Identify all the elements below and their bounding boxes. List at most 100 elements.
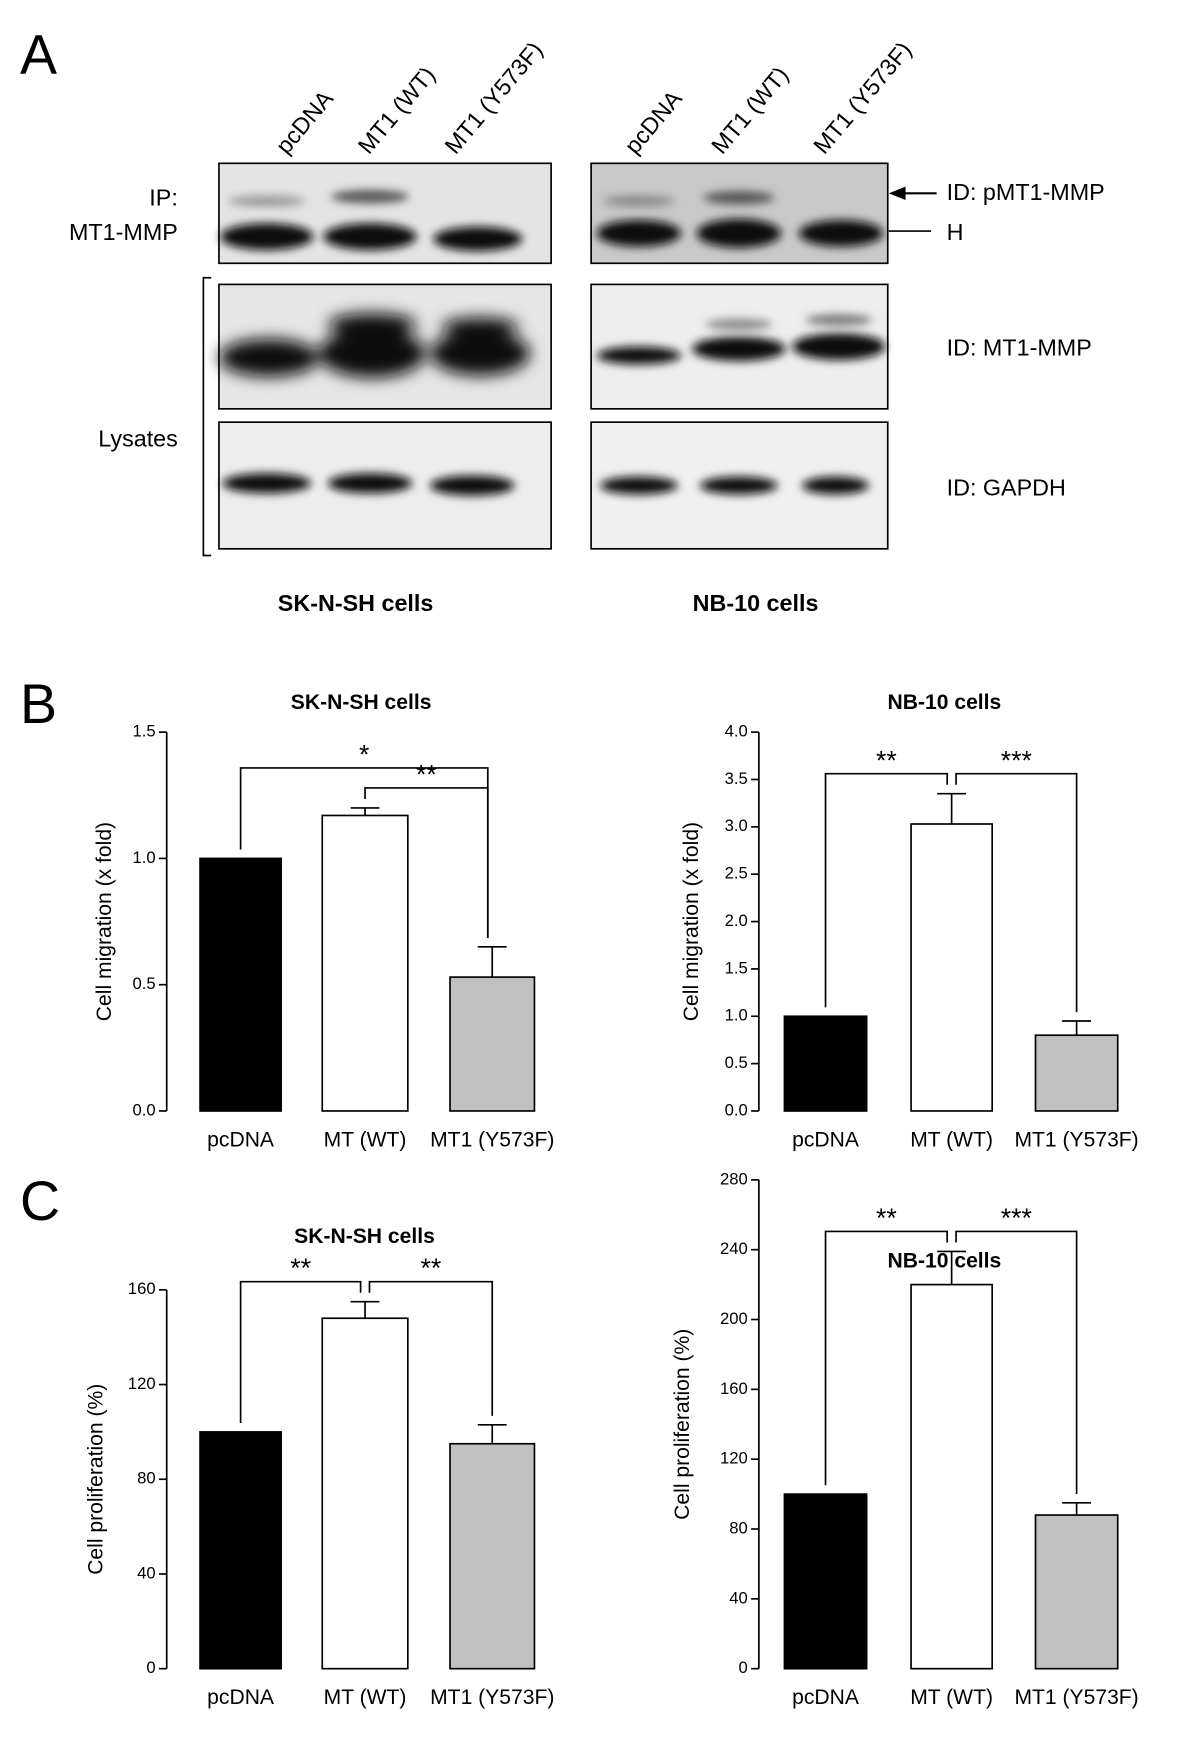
y-tick-label: 3.0: [725, 816, 748, 835]
blot-row-label: H: [947, 219, 964, 245]
y-tick-label: 80: [137, 1469, 156, 1488]
bar: [321, 1317, 409, 1670]
bar: [910, 823, 994, 1112]
bar: [449, 976, 536, 1112]
x-tick-label: MT1 (Y573F): [1014, 1686, 1138, 1709]
x-tick-label: MT (WT): [324, 1129, 407, 1152]
bar: [783, 1015, 868, 1112]
lane-label: MT1 (WT): [353, 62, 440, 159]
error-bar: [1062, 1020, 1092, 1036]
x-tick-label: pcDNA: [207, 1129, 275, 1152]
bar: [321, 814, 409, 1112]
x-tick-label: MT1 (Y573F): [1014, 1129, 1138, 1152]
x-tick-label: MT (WT): [910, 1129, 993, 1152]
significance-bracket: [368, 1280, 494, 1416]
significance-label: **: [876, 745, 897, 775]
lane-label: pcDNA: [271, 85, 339, 159]
y-tick-label: 40: [729, 1588, 748, 1607]
significance-bracket: [824, 1230, 949, 1486]
chart-title: SK-N-SH cells: [291, 691, 432, 714]
significance-bracket: [955, 1230, 1078, 1494]
cell-line-label: NB-10 cells: [693, 590, 819, 616]
significance-bracket: [239, 767, 489, 938]
lane-label: MT1 (Y573F): [439, 37, 547, 159]
error-bar: [937, 1250, 967, 1285]
x-tick-label: MT1 (Y573F): [430, 1129, 554, 1152]
y-axis-label: Cell proliferation (%): [84, 1384, 107, 1575]
y-tick-label: 280: [720, 1169, 748, 1188]
y-tick-label: 2.5: [725, 864, 748, 883]
significance-bracket: [824, 772, 949, 1008]
error-bar: [937, 792, 967, 824]
x-tick-label: pcDNA: [207, 1686, 275, 1709]
ip-label: MT1-MMP: [69, 219, 178, 245]
significance-label: ***: [1001, 1203, 1032, 1233]
blot-row-label: ID: GAPDH: [947, 474, 1066, 500]
y-tick-label: 4.0: [725, 722, 748, 741]
y-axis-label: Cell proliferation (%): [671, 1329, 694, 1520]
y-tick-label: 120: [720, 1449, 748, 1468]
y-tick-label: 0.0: [725, 1100, 748, 1119]
panel-label: C: [20, 1170, 60, 1232]
x-tick-label: pcDNA: [792, 1129, 860, 1152]
error-bar: [350, 807, 380, 816]
x-tick-label: MT (WT): [324, 1686, 407, 1709]
chart-title: SK-N-SH cells: [294, 1225, 435, 1248]
bar: [1034, 1034, 1119, 1112]
bar: [783, 1493, 868, 1670]
bar: [1034, 1514, 1119, 1670]
y-tick-label: 0: [738, 1658, 747, 1677]
error-bar: [477, 945, 507, 978]
y-tick-label: 1.5: [725, 958, 748, 977]
error-bar: [350, 1300, 380, 1319]
y-tick-label: 0: [146, 1658, 155, 1677]
y-tick-label: 200: [720, 1309, 748, 1328]
lane-label: pcDNA: [619, 85, 687, 159]
chart-title: NB-10 cells: [888, 691, 1002, 714]
chart-title: NB-10 cells: [888, 1250, 1002, 1273]
y-tick-label: 80: [729, 1518, 748, 1537]
bar: [199, 857, 282, 1112]
y-tick-label: 160: [128, 1279, 156, 1298]
y-tick-label: 3.5: [725, 769, 748, 788]
panel-label: B: [20, 673, 57, 735]
x-tick-label: MT1 (Y573F): [430, 1686, 554, 1709]
y-tick-label: 2.0: [725, 911, 748, 930]
y-tick-label: 0.5: [132, 974, 155, 993]
error-bar: [477, 1423, 507, 1444]
significance-label: ***: [1001, 745, 1032, 775]
y-tick-label: 240: [720, 1239, 748, 1258]
significance-label: **: [876, 1203, 897, 1233]
y-tick-label: 160: [720, 1379, 748, 1398]
y-tick-label: 1.5: [132, 722, 155, 741]
y-axis-label: Cell migration (x fold): [93, 822, 116, 1021]
lane-label: MT1 (Y573F): [808, 37, 916, 159]
bar: [199, 1431, 282, 1670]
y-tick-label: 0.0: [132, 1100, 155, 1119]
blot-panels: [202, 162, 937, 557]
blot-row-label: ID: pMT1-MMP: [947, 179, 1105, 205]
significance-bracket: [955, 772, 1078, 1013]
lane-label: MT1 (WT): [706, 62, 793, 159]
x-tick-label: pcDNA: [792, 1686, 860, 1709]
ip-label: IP:: [149, 185, 178, 211]
bar: [910, 1283, 994, 1670]
error-bar: [1062, 1501, 1092, 1516]
blot-row-label: ID: MT1-MMP: [947, 335, 1092, 361]
significance-label: **: [290, 1253, 311, 1283]
significance-label: *: [359, 739, 369, 769]
significance-label: **: [420, 1253, 441, 1283]
lysates-label: Lysates: [98, 426, 178, 452]
y-tick-label: 1.0: [132, 848, 155, 867]
y-tick-label: 40: [137, 1563, 156, 1582]
x-tick-label: MT (WT): [910, 1686, 993, 1709]
bar: [449, 1442, 536, 1670]
significance-bracket: [239, 1280, 362, 1424]
y-tick-label: 1.0: [725, 1006, 748, 1025]
panel-label: A: [20, 23, 57, 85]
y-axis-label: Cell migration (x fold): [680, 822, 703, 1021]
cell-line-label: SK-N-SH cells: [278, 590, 434, 616]
y-tick-label: 0.5: [725, 1053, 748, 1072]
significance-label: **: [416, 759, 437, 789]
